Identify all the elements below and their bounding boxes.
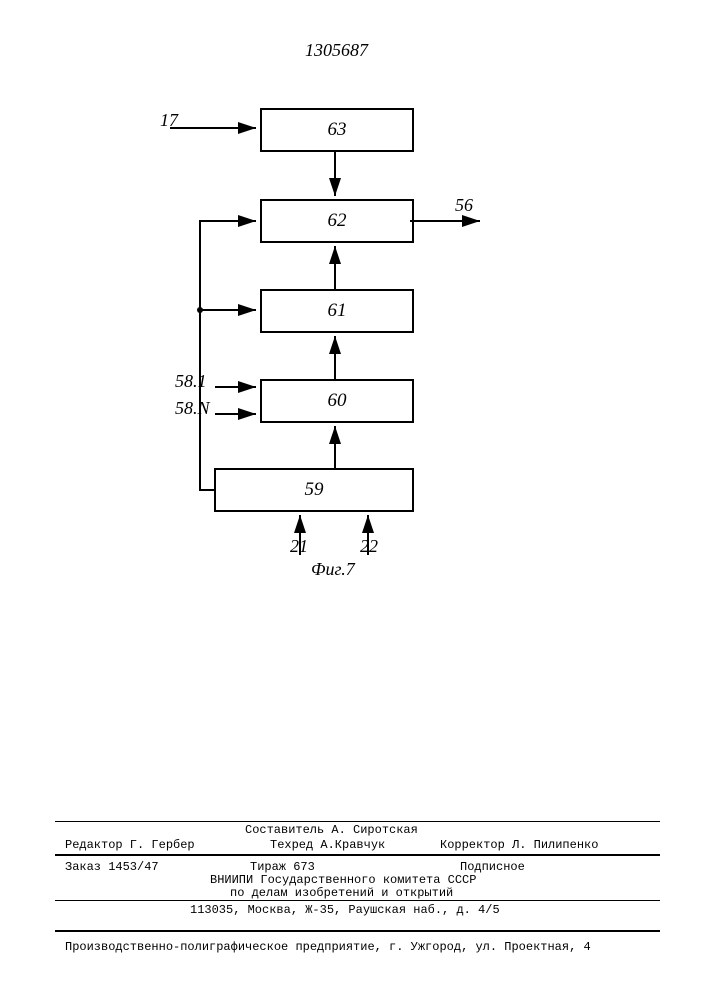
block-62: 62 [260,199,414,243]
footer-line-address: 113035, Москва, Ж-35, Раушская наб., д. … [190,903,707,917]
footer-rule-3 [55,900,660,901]
label-58-n: 58.N [175,398,210,419]
footer-line-vniipi: ВНИИПИ Государственного комитета СССР [210,873,707,887]
label-21: 21 [290,536,308,557]
block-61: 61 [260,289,414,333]
footer-line-compiler: Составитель А. Сиротская [245,823,707,837]
label-58-1: 58.1 [175,371,207,392]
block-63: 63 [260,108,414,152]
document-number: 1305687 [305,40,368,61]
footer-line-corrector: Корректор Л. Пилипенко [440,838,707,852]
footer-rule-4 [55,930,660,932]
page: 1305687 63 62 61 60 59 17 56 58.1 58.N 2… [0,0,707,1000]
block-59-label: 59 [305,479,324,501]
label-22: 22 [360,536,378,557]
footer-rule-1 [55,821,660,822]
block-62-label: 62 [328,210,347,232]
block-60: 60 [260,379,414,423]
block-59: 59 [214,468,414,512]
block-60-label: 60 [328,390,347,412]
block-63-label: 63 [328,119,347,141]
footer-line-subscription: Подписное [460,860,707,874]
footer-rule-2 [55,854,660,856]
block-61-label: 61 [328,300,347,322]
footer-line-enterprise: Производственно-полиграфическое предприя… [65,940,665,954]
label-56: 56 [455,195,473,216]
figure-caption: Фиг.7 [311,559,355,580]
label-17: 17 [160,110,178,131]
footer-line-affairs: по делам изобретений и открытий [230,886,707,900]
